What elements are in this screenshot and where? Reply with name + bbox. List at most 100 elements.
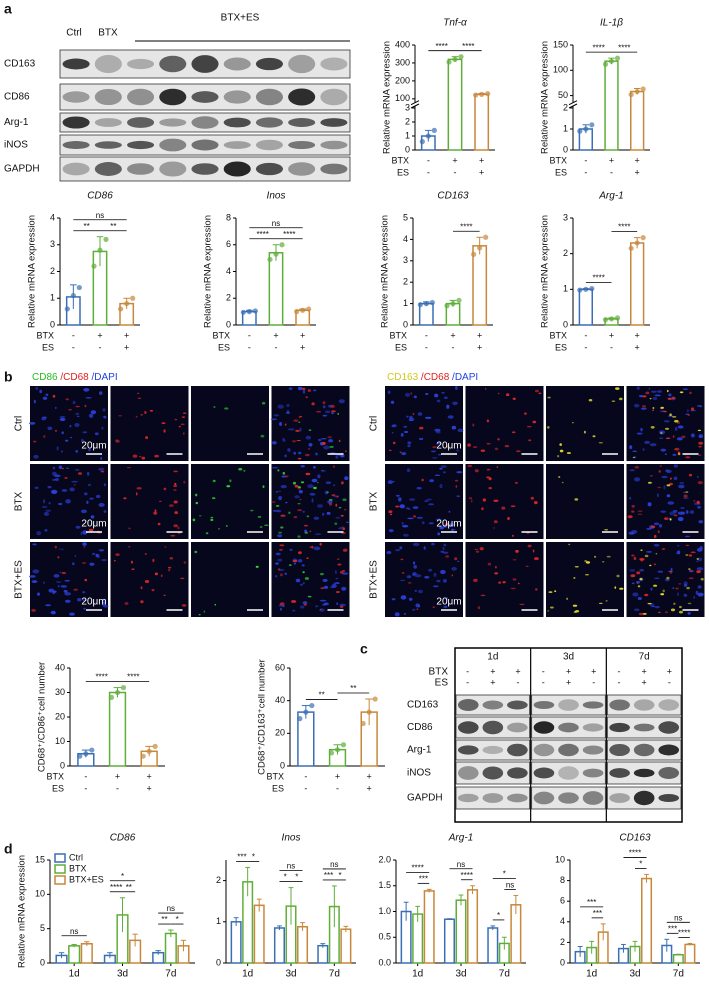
fluorescence-spot xyxy=(444,396,448,400)
blot-band xyxy=(223,141,251,149)
fluorescence-spot xyxy=(163,429,166,433)
fluorescence-spot xyxy=(195,501,198,505)
fluorescence-spot xyxy=(331,410,336,413)
replicate-point xyxy=(640,86,646,92)
fluorescence-spot xyxy=(280,573,283,577)
fluorescence-spot xyxy=(424,500,429,502)
condition-sign: - xyxy=(584,342,587,352)
fluorescence-spot xyxy=(322,578,328,582)
y-tick-label: 150 xyxy=(553,39,568,49)
blot-band xyxy=(62,116,90,129)
replicate-point xyxy=(446,59,452,65)
fluorescence-spot xyxy=(585,574,589,576)
y-tick-label: 8 xyxy=(226,212,231,222)
fluorescence-spot xyxy=(403,533,409,537)
fluorescence-spot xyxy=(305,453,310,457)
fluorescence-spot xyxy=(658,524,663,528)
fluorescence-spot xyxy=(657,530,660,534)
fluorescence-spot xyxy=(313,389,317,392)
fluorescence-spot xyxy=(400,595,407,600)
fluorescence-spot xyxy=(663,411,667,413)
fluorescence-spot xyxy=(298,421,301,423)
fluorescence-spot xyxy=(308,429,312,432)
fluorescence-spot xyxy=(305,435,311,440)
replicate-point xyxy=(124,301,130,307)
replicate-point xyxy=(429,299,435,306)
replicate-point xyxy=(70,292,76,299)
fluorescence-spot xyxy=(697,454,702,456)
fluorescence-spot xyxy=(180,423,185,426)
fluorescence-spot xyxy=(278,496,282,501)
fluorescence-spot xyxy=(433,585,439,588)
replicate-point xyxy=(279,242,285,248)
fluorescence-spot xyxy=(414,574,422,578)
fluorescence-spot xyxy=(173,489,177,491)
fluorescence-spot xyxy=(566,452,572,454)
blot-strip xyxy=(59,112,351,133)
fluorescence-spot xyxy=(289,548,293,551)
blot-band xyxy=(457,766,479,780)
fluorescence-spot xyxy=(275,505,280,507)
fluorescence-spot xyxy=(442,551,449,554)
replicate-point xyxy=(483,234,489,240)
fluorescence-spot xyxy=(98,502,105,507)
condition-sign: + xyxy=(477,342,482,352)
fluorescence-spot xyxy=(344,476,349,481)
fluorescence-spot xyxy=(55,429,57,432)
fluorescence-spot xyxy=(29,575,36,578)
fluorescence-spot xyxy=(638,612,645,616)
fluorescence-spot xyxy=(447,445,450,448)
blot-band xyxy=(533,767,555,779)
blot-band xyxy=(457,745,479,755)
fluorescence-spot xyxy=(657,611,661,614)
fluorescence-spot xyxy=(696,548,703,552)
fluorescence-spot xyxy=(493,520,498,524)
significance-label: *** xyxy=(587,898,596,907)
x-tick-label: 1d xyxy=(412,969,423,980)
blot-band xyxy=(127,163,155,175)
blot-band xyxy=(582,701,604,709)
lane-header: Ctrl xyxy=(66,28,82,39)
fluorescence-spot xyxy=(52,394,56,398)
panel-label: c xyxy=(360,641,368,657)
fluorescence-spot xyxy=(437,532,441,536)
condition-sign: - xyxy=(248,342,251,352)
fluorescence-spot xyxy=(63,589,68,593)
y-tick-label: 2 xyxy=(226,293,231,303)
bar xyxy=(253,904,265,964)
legend-label: Ctrl xyxy=(69,852,83,862)
fluorescence-spot xyxy=(696,500,700,505)
fluorescence-spot xyxy=(656,390,663,393)
blot-band xyxy=(255,88,283,106)
fluorescence-spot xyxy=(633,556,637,561)
fluorescence-spot xyxy=(224,407,229,410)
fluorescence-spot xyxy=(282,471,286,475)
fluorescence-spot xyxy=(37,592,40,596)
fluorescence-spot xyxy=(386,551,392,554)
fluorescence-spot xyxy=(294,495,300,499)
condition-label: ES xyxy=(272,783,284,793)
y-tick-label: 0.5 xyxy=(378,932,391,942)
fluorescence-spot xyxy=(31,608,36,612)
fluorescence-spot xyxy=(573,611,578,613)
fluorescence-spot xyxy=(47,426,53,431)
fluorescence-spot xyxy=(652,407,655,409)
fluorescence-spot xyxy=(277,558,283,562)
fluorescence-spot xyxy=(642,405,647,408)
fluorescence-spot xyxy=(149,409,154,412)
fluorescence-spot xyxy=(698,434,703,439)
fluorescence-spot xyxy=(343,548,348,552)
replicate-point xyxy=(450,301,456,307)
fluorescence-spot xyxy=(336,581,339,584)
condition-label: ES xyxy=(42,342,54,352)
fluorescence-spot xyxy=(486,443,491,445)
y-axis-title: Relative mRNA expression xyxy=(27,215,38,328)
fluorescence-spot xyxy=(309,492,316,496)
blot-band xyxy=(127,117,155,128)
blot-band xyxy=(507,743,528,757)
fluorescence-spot xyxy=(140,600,144,604)
blot-band xyxy=(223,161,251,177)
fluorescence-spot xyxy=(455,386,458,390)
fluorescence-spot xyxy=(335,503,338,507)
fluorescence-spot xyxy=(91,552,96,555)
